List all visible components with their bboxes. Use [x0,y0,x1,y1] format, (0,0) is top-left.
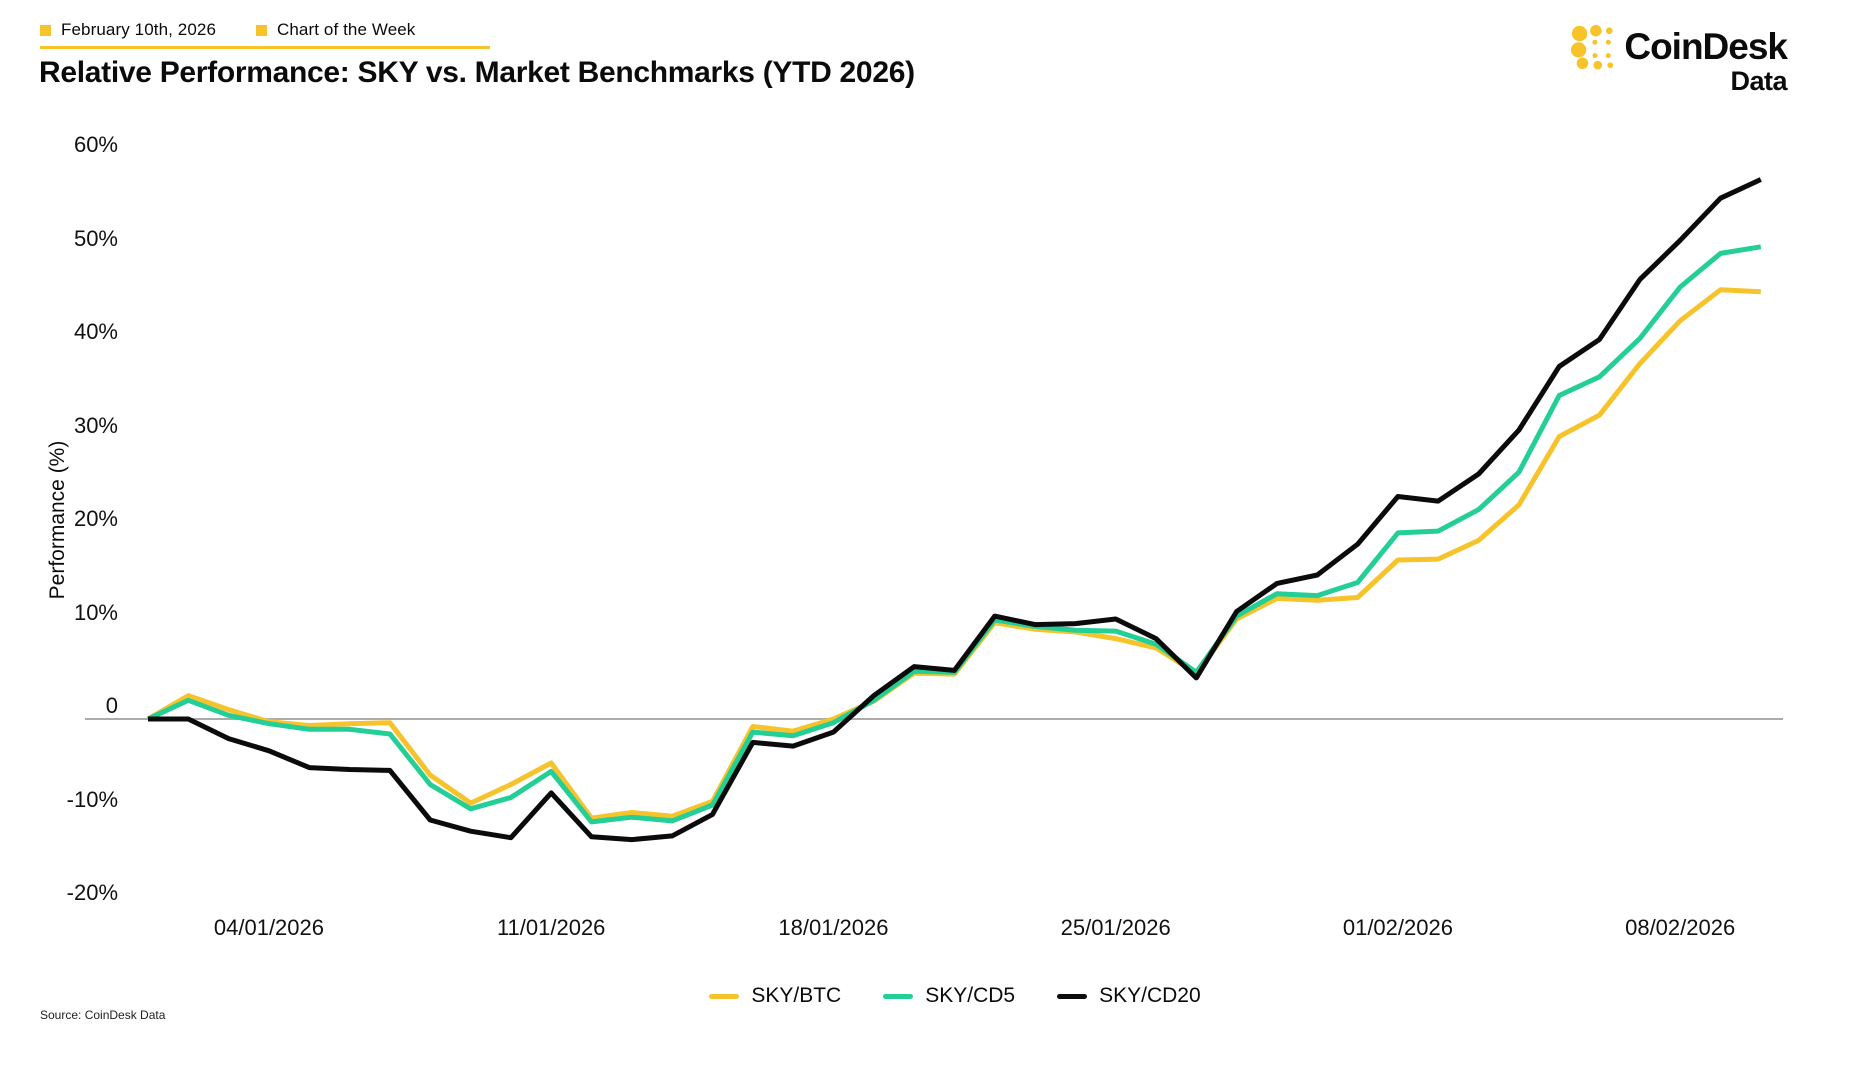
source-note: Source: CoinDesk Data [40,1008,166,1022]
legend-item-sky-cd20: SKY/CD20 [1057,984,1201,1008]
x-tick-label: 04/01/2026 [213,915,324,940]
legend-label: SKY/CD5 [925,984,1016,1007]
y-tick-label: 30% [73,412,118,438]
series-line-sky-cd20 [148,177,1762,843]
kicker-row: February 10th, 2026 Chart of the Week [40,20,415,40]
yellow-square-bullet-icon [256,24,267,36]
x-tick-label: 08/02/2026 [1625,915,1736,940]
y-tick-label: 20% [73,506,118,531]
coindesk-logo-text: CoinDesk [1624,26,1788,67]
kicker-series-label: Chart of the Week [277,20,416,39]
y-tick-label: -10% [66,786,118,812]
legend-swatch-icon [709,993,740,999]
coindesk-logo: CoinDesk Data [1570,24,1788,97]
legend-label: SKY/BTC [751,984,842,1007]
legend-label: SKY/CD20 [1099,984,1201,1007]
series-line-sky-cd5 [146,244,1762,825]
kicker-date-label: February 10th, 2026 [61,20,216,39]
chart-title: Relative Performance: SKY vs. Market Ben… [39,56,915,89]
kicker-series: Chart of the Week [256,20,415,40]
kicker-date: February 10th, 2026 [40,20,216,40]
coindesk-logo-icon [1571,24,1614,70]
legend-item-sky-btc: SKY/BTC [709,984,841,1008]
x-tick-label: 01/02/2026 [1342,915,1453,940]
legend-item-sky-cd5: SKY/CD5 [883,984,1015,1008]
y-tick-label: 50% [73,225,118,251]
y-tick-label: -20% [66,880,118,905]
yellow-square-bullet-icon [40,24,51,36]
x-tick-label: 25/01/2026 [1060,915,1171,940]
kicker-underline [40,46,490,49]
coindesk-logo-sub: Data [1730,66,1787,96]
x-tick-label: 18/01/2026 [778,915,889,940]
legend-swatch-icon [883,993,914,999]
x-tick-label: 11/01/2026 [496,915,606,940]
y-tick-label: 60% [73,132,118,157]
chart-legend: SKY/BTC SKY/CD5 SKY/CD20 [500,984,1410,1008]
series-line-sky-btc [146,287,1761,821]
y-tick-label: 0 [105,693,118,718]
y-tick-label: 40% [73,319,118,344]
legend-swatch-icon [1057,993,1088,999]
y-tick-label: 10% [73,599,118,625]
